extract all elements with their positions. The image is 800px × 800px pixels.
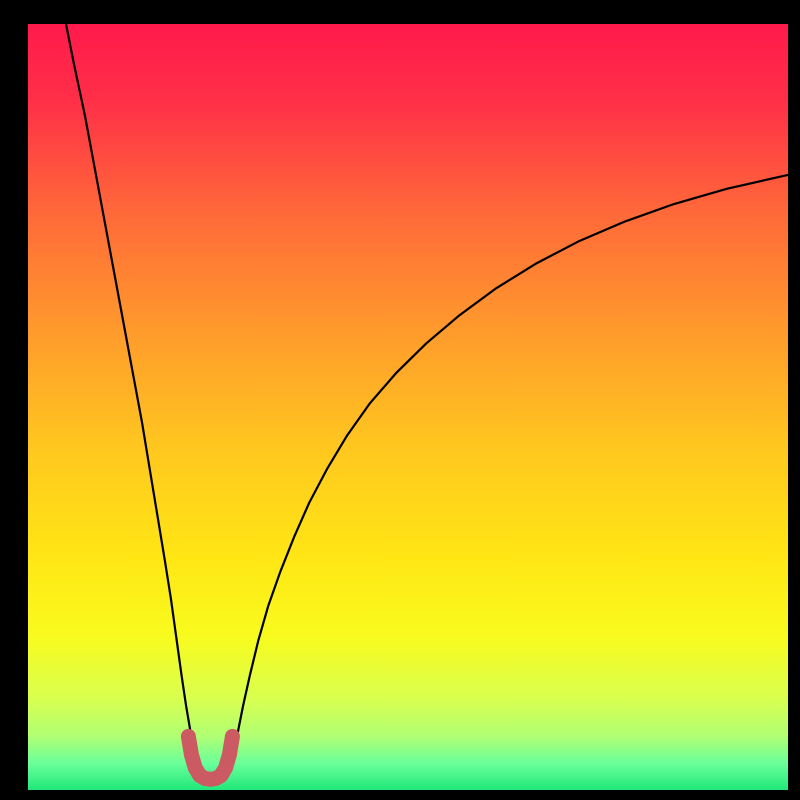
bottleneck-chart: [28, 24, 788, 790]
frame-right: [788, 0, 800, 800]
frame-bottom: [0, 790, 800, 800]
frame-top: [0, 0, 800, 24]
chart-background: [28, 24, 788, 790]
frame-left: [0, 0, 28, 800]
